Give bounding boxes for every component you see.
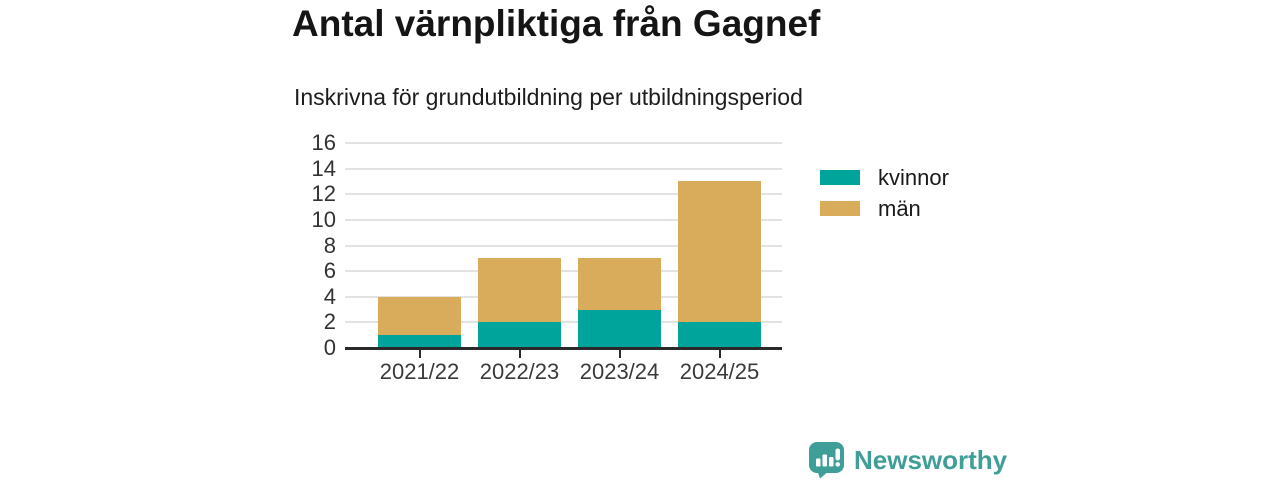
- y-axis-tick-label: 10: [311, 206, 336, 232]
- gridline: [345, 142, 782, 144]
- y-axis-tick-label: 8: [323, 232, 336, 258]
- chart-title: Antal värnpliktiga från Gagnef: [292, 3, 821, 44]
- bar-segment-kvinnor: [578, 309, 661, 348]
- legend-item-kvinnor: kvinnor: [820, 162, 949, 193]
- bar-chart-speech-bubble-icon: [809, 442, 844, 479]
- x-axis-tick: [618, 349, 621, 358]
- legend: kvinnor män: [820, 162, 949, 224]
- y-axis-tick-label: 14: [311, 155, 336, 181]
- chart-subtitle: Inskrivna för grundutbildning per utbild…: [294, 84, 803, 110]
- bar-segment-kvinnor: [378, 335, 461, 348]
- y-axis-tick-label: 4: [323, 283, 336, 309]
- y-axis-tick-label: 6: [323, 258, 336, 284]
- x-axis-tick: [418, 349, 421, 358]
- gridline: [345, 167, 782, 170]
- legend-label-man: män: [878, 195, 921, 221]
- x-axis-tick-label: 2021/22: [379, 359, 460, 384]
- gridline: [345, 270, 782, 273]
- y-axis-tick-label: 0: [323, 335, 336, 360]
- newsworthy-logo: Newsworthy: [808, 441, 1007, 479]
- x-axis-tick-label: 2024/25: [679, 359, 760, 384]
- gridline: [345, 193, 782, 196]
- x-axis-tick-label: 2023/24: [579, 359, 660, 384]
- bar-segment-män: [478, 258, 561, 323]
- x-axis-tick: [718, 349, 721, 358]
- bar-segment-kvinnor: [678, 322, 761, 348]
- gridline: [345, 244, 782, 247]
- bar-segment-män: [578, 258, 661, 310]
- bar-segment-kvinnor: [478, 322, 561, 348]
- x-axis-tick-label: 2022/23: [479, 359, 560, 384]
- legend-item-man: män: [820, 193, 949, 224]
- y-axis-tick-label: 16: [311, 130, 336, 155]
- bar-segment-män: [678, 181, 761, 323]
- x-axis-line: [345, 347, 782, 350]
- legend-swatch-man: [820, 201, 860, 216]
- bar-segment-män: [378, 296, 461, 336]
- gridline: [345, 295, 782, 298]
- gridline: [345, 218, 782, 221]
- x-axis-tick: [518, 349, 521, 358]
- y-axis-tick-label: 2: [323, 309, 336, 335]
- newsworthy-wordmark: Newsworthy: [854, 444, 1008, 475]
- gridline: [345, 321, 782, 324]
- y-axis-tick-label: 12: [311, 181, 336, 207]
- legend-label-kvinnor: kvinnor: [878, 164, 949, 190]
- legend-swatch-kvinnor: [820, 170, 860, 185]
